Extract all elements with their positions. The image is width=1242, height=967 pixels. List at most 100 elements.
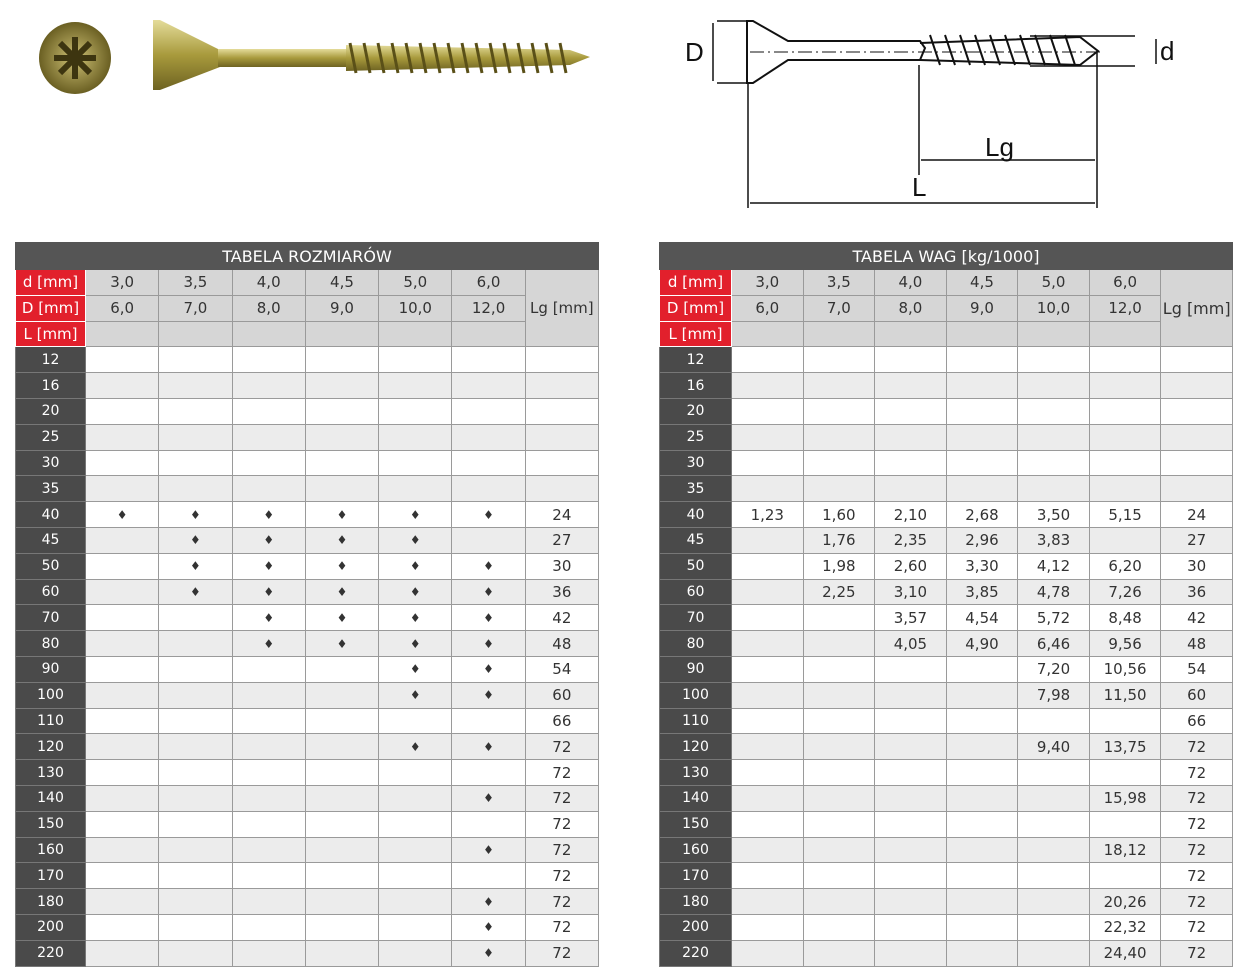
weight-cell — [945, 836, 1019, 864]
table-row: 50 1,98 2,60 3,30 4,12 6,20 30 — [659, 552, 1233, 580]
empty-cell — [304, 759, 380, 786]
weight-cell — [1088, 397, 1162, 425]
weight-cell — [874, 759, 947, 786]
weight-cell — [945, 397, 1019, 425]
length-cell: 100 — [15, 681, 86, 709]
empty-cell — [84, 784, 160, 812]
row-label-L: L [mm] — [659, 320, 732, 348]
table-title: TABELA ROZMIARÓW — [15, 242, 599, 270]
lg-cell: 36 — [1160, 578, 1233, 606]
table-row: 180 20,26 72 — [659, 888, 1233, 915]
empty-header-cell — [231, 320, 306, 348]
length-cell: 180 — [15, 888, 86, 915]
empty-cell — [304, 655, 380, 683]
available-mark: ♦ — [451, 630, 526, 657]
empty-cell — [378, 784, 453, 812]
weight-cell: 10,56 — [1088, 655, 1162, 683]
table-row: 160 18,12 72 — [659, 836, 1233, 864]
table-row: 130 72 — [659, 759, 1233, 786]
empty-cell — [158, 836, 233, 864]
empty-cell — [304, 681, 380, 709]
title-row: TABELA WAG [kg/1000] — [659, 242, 1233, 270]
empty-cell — [158, 681, 233, 709]
weight-cell — [874, 733, 947, 761]
empty-cell — [304, 449, 380, 477]
empty-cell — [304, 810, 380, 838]
table-row: 35 — [15, 475, 600, 503]
available-mark: ♦ — [231, 630, 306, 657]
lg-cell — [524, 397, 600, 425]
weight-cell — [802, 939, 876, 967]
empty-cell — [158, 423, 233, 451]
D-value: 6,0 — [84, 294, 160, 322]
available-mark: ♦ — [451, 578, 526, 606]
label-d: d — [1160, 36, 1174, 66]
lg-header: Lg [mm] — [524, 268, 600, 348]
D-value: 10,0 — [378, 294, 453, 322]
empty-header-cell — [158, 320, 233, 348]
length-cell: 45 — [659, 526, 732, 554]
available-mark: ♦ — [451, 784, 526, 812]
d-value: 5,0 — [378, 269, 453, 296]
empty-cell — [231, 759, 306, 786]
empty-cell — [84, 759, 160, 786]
table-row: 130 72 — [15, 759, 600, 786]
lg-cell — [1160, 397, 1233, 425]
available-mark: ♦ — [231, 578, 306, 606]
weight-cell — [731, 552, 804, 580]
weight-cell: 7,20 — [1017, 655, 1090, 683]
weight-cell — [802, 913, 876, 941]
D-value: 8,0 — [874, 294, 947, 322]
label-D: D — [685, 37, 704, 67]
empty-cell — [158, 630, 233, 657]
weight-cell — [1088, 810, 1162, 838]
available-mark: ♦ — [231, 526, 306, 554]
empty-cell — [84, 681, 160, 709]
table-row: 100 ♦ ♦ 60 — [15, 681, 600, 709]
empty-cell — [158, 888, 233, 915]
length-cell: 25 — [659, 423, 732, 451]
table-row: 30 — [659, 449, 1233, 477]
length-cell: 80 — [659, 630, 732, 657]
lg-cell: 54 — [524, 655, 600, 683]
table-row: 220 ♦ 72 — [15, 939, 600, 967]
weight-cell: 2,60 — [874, 552, 947, 580]
table-row: 25 — [659, 423, 1233, 451]
weight-cell — [731, 939, 804, 967]
empty-cell — [84, 397, 160, 425]
table-title: TABELA WAG [kg/1000] — [659, 242, 1233, 270]
table-row: 90 ♦ ♦ 54 — [15, 655, 600, 683]
available-mark: ♦ — [451, 681, 526, 709]
lg-cell: 72 — [524, 759, 600, 786]
weight-cell: 3,10 — [874, 578, 947, 606]
weight-cell — [874, 346, 947, 374]
weight-cell — [802, 862, 876, 890]
table-row: 150 72 — [15, 810, 600, 838]
empty-cell — [304, 784, 380, 812]
weight-cell — [945, 655, 1019, 683]
d-value: 5,0 — [1017, 269, 1090, 296]
weight-cell — [731, 630, 804, 657]
weight-cell — [874, 449, 947, 477]
empty-cell — [304, 346, 380, 374]
weight-cell — [802, 397, 876, 425]
empty-header-cell — [1088, 320, 1162, 348]
weight-cell — [1017, 939, 1090, 967]
lg-cell — [1160, 346, 1233, 374]
weight-cell — [802, 475, 876, 503]
D-value: 7,0 — [158, 294, 233, 322]
lg-cell: 72 — [1160, 939, 1233, 967]
weight-cell: 11,50 — [1088, 681, 1162, 709]
table-row: 140 15,98 72 — [659, 784, 1233, 812]
weight-cell — [1017, 346, 1090, 374]
lg-cell: 72 — [1160, 862, 1233, 890]
table-row: 16 — [659, 372, 1233, 399]
length-cell: 12 — [15, 346, 86, 374]
empty-cell — [451, 707, 526, 735]
lg-cell: 72 — [524, 836, 600, 864]
weight-cell — [1017, 475, 1090, 503]
empty-cell — [231, 862, 306, 890]
available-mark: ♦ — [451, 939, 526, 967]
dimension-diagram: D d Lg L — [685, 20, 1174, 208]
empty-cell — [304, 475, 380, 503]
